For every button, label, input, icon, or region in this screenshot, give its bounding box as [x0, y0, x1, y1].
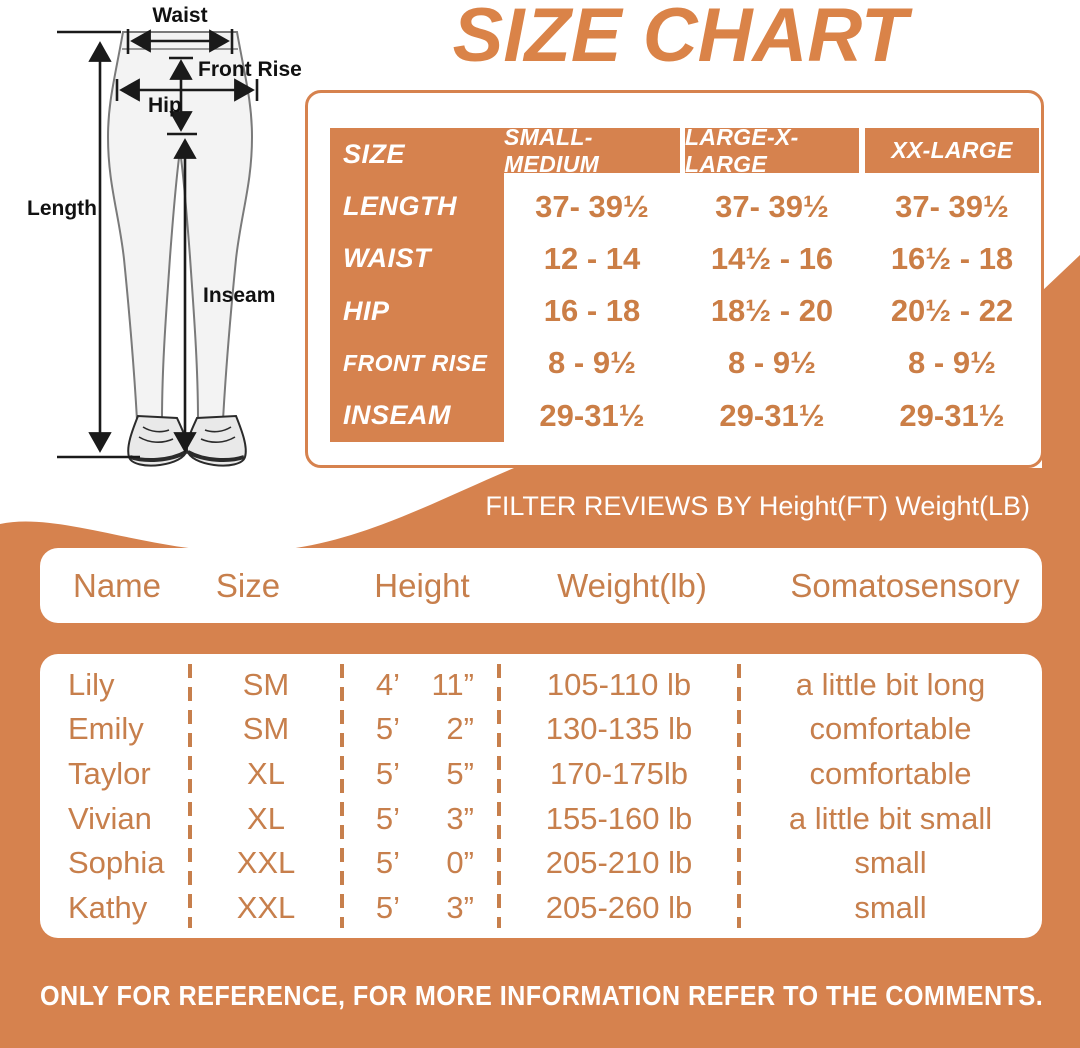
size-chart-label-column: SIZE LENGTH WAIST HIP FRONT RISE INSEAM	[330, 128, 504, 442]
reviewer-height-inches: 3”	[446, 800, 474, 836]
header-name: Name	[72, 567, 162, 604]
filter-reviews-note: FILTER REVIEWS BY Height(FT) Weight(LB)	[485, 491, 1030, 521]
reviewer-size: SM	[242, 711, 290, 747]
reviewer-height-inches: 2”	[446, 711, 474, 747]
length-value-xxl: 37- 39½	[895, 189, 1009, 224]
reviewer-name: Emily	[68, 711, 144, 747]
page-title: SIZE CHART	[452, 0, 908, 78]
row-label-inseam: INSEAM	[343, 400, 452, 431]
reviewer-somatosensory: small	[854, 890, 927, 926]
reviewer-weight: 205-260 lb	[545, 890, 693, 926]
reviewer-name: Sophia	[68, 845, 165, 881]
reviewer-somatosensory: a little bit long	[795, 666, 986, 702]
front-rise-value-xxl: 8 - 9½	[908, 345, 996, 380]
length-label: Length	[27, 197, 97, 220]
review-row-lily: Lily SM 4’ 11” 105-110 lb a little bit l…	[40, 663, 1042, 706]
row-label-hip: HIP	[343, 295, 390, 326]
row-label-length: LENGTH	[343, 190, 457, 221]
column-header-xx-large: XX-LARGE	[865, 128, 1039, 173]
reviewer-somatosensory: comfortable	[809, 756, 972, 792]
reviewer-height-feet: 4’	[375, 666, 400, 702]
front-rise-label: Front Rise	[198, 58, 302, 81]
size-chart-corner-label: SIZE	[343, 138, 406, 169]
header-size: Size	[215, 567, 281, 604]
column-divider	[340, 664, 344, 928]
reviewer-somatosensory: comfortable	[809, 711, 972, 747]
reviewer-name: Taylor	[68, 756, 151, 792]
inseam-value-xxl: 29-31½	[899, 398, 1005, 433]
reviewer-height-inches: 3”	[446, 890, 474, 926]
legs-measurement-diagram: Waist Front Rise Hip Length Inseam	[27, 4, 302, 467]
reviewer-somatosensory: small	[854, 845, 927, 881]
front-rise-value-sm: 8 - 9½	[548, 345, 636, 380]
reviewer-size: XXL	[236, 845, 296, 881]
column-divider	[188, 664, 192, 928]
inseam-value-sm: 29-31½	[539, 398, 645, 433]
reviewer-name: Kathy	[68, 890, 148, 926]
reviewer-size: SM	[242, 666, 290, 702]
reviewer-weight: 155-160 lb	[545, 800, 693, 836]
waist-label: Waist	[152, 4, 207, 27]
hip-label: Hip	[148, 94, 182, 117]
reviewer-height-feet: 5’	[375, 845, 400, 881]
column-divider	[737, 664, 741, 928]
length-value-sm: 37- 39½	[535, 189, 649, 224]
inseam-value-lxl: 29-31½	[719, 398, 825, 433]
reviewer-somatosensory: a little bit small	[788, 800, 993, 836]
reviewer-height-inches: 11”	[431, 666, 474, 702]
footer-disclaimer: ONLY FOR REFERENCE, FOR MORE INFORMATION…	[40, 980, 1044, 1011]
header-height: Height	[374, 567, 470, 604]
column-header-small-medium: SMALL-MEDIUM	[504, 124, 680, 177]
reviewer-weight: 105-110 lb	[546, 666, 692, 702]
size-chart-box: SIZE LENGTH WAIST HIP FRONT RISE INSEAM …	[305, 90, 1044, 468]
column-divider	[497, 664, 501, 928]
sneakers	[127, 414, 247, 467]
reviewer-height-feet: 5’	[375, 890, 400, 926]
reviewer-height-inches: 0”	[446, 845, 474, 881]
review-row-sophia: Sophia XXL 5’ 0” 205-210 lb small	[40, 841, 1042, 884]
reviewer-height-feet: 5’	[375, 711, 400, 747]
reviewer-name: Lily	[68, 666, 115, 702]
review-row-vivian: Vivian XL 5’ 3” 155-160 lb a little bit …	[40, 797, 1042, 840]
waist-value-sm: 12 - 14	[543, 241, 641, 276]
row-label-front-rise: FRONT RISE	[343, 349, 488, 376]
length-value-lxl: 37- 39½	[715, 189, 829, 224]
column-header-large-x-large: LARGE-X-LARGE	[685, 124, 859, 177]
waist-value-xxl: 16½ - 18	[890, 241, 1014, 276]
review-row-emily: Emily SM 5’ 2” 130-135 lb comfortable	[40, 707, 1042, 750]
reviewer-size: XXL	[236, 890, 296, 926]
reviewer-weight: 205-210 lb	[545, 845, 693, 881]
hip-value-sm: 16 - 18	[543, 293, 641, 328]
reviewer-height-feet: 5’	[375, 756, 400, 792]
reviewer-size: XL	[247, 800, 285, 836]
hip-value-lxl: 18½ - 20	[710, 293, 834, 328]
hip-value-xxl: 20½ - 22	[890, 293, 1014, 328]
reviewer-height-feet: 5’	[375, 800, 400, 836]
reviewer-weight: 130-135 lb	[545, 711, 693, 747]
reviewer-name: Vivian	[68, 800, 152, 836]
waist-value-lxl: 14½ - 16	[710, 241, 834, 276]
reviewer-height-inches: 5”	[446, 756, 474, 792]
reviewer-weight: 170-175lb	[550, 756, 688, 792]
review-row-kathy: Kathy XXL 5’ 3” 205-260 lb small	[40, 886, 1042, 929]
reviews-header-panel: Name Size Height Weight(lb) Somatosensor…	[40, 548, 1042, 623]
inseam-label: Inseam	[203, 284, 275, 307]
reviews-table-panel: Lily SM 4’ 11” 105-110 lb a little bit l…	[40, 654, 1042, 938]
review-row-taylor: Taylor XL 5’ 5” 170-175lb comfortable	[40, 752, 1042, 795]
row-label-waist: WAIST	[343, 243, 431, 274]
header-weight: Weight(lb)	[557, 567, 707, 604]
header-somatosensory: Somatosensory	[790, 567, 1020, 604]
reviewer-size: XL	[247, 756, 285, 792]
front-rise-value-lxl: 8 - 9½	[728, 345, 816, 380]
